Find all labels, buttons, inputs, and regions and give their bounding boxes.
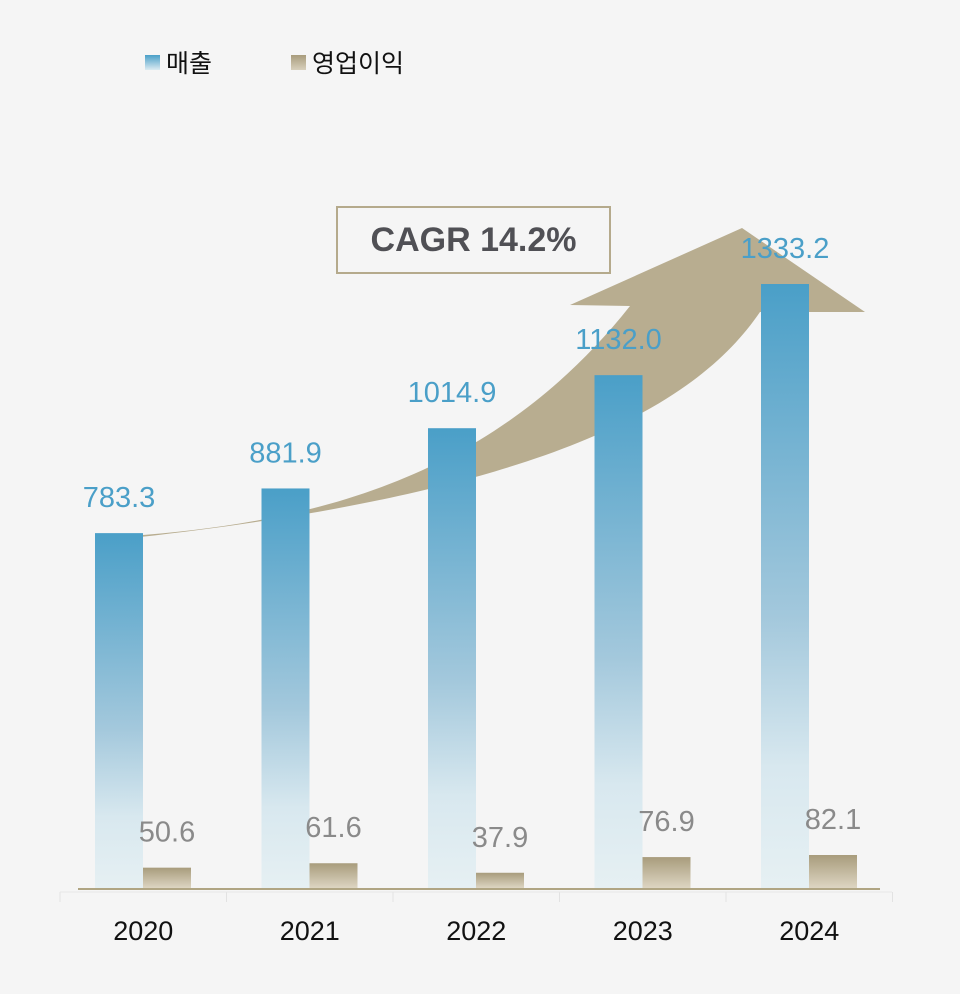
legend-item-revenue: 매출 [145,44,212,80]
x-tick-label-2024: 2024 [779,916,839,946]
bar-revenue-2023 [594,375,643,888]
data-label-revenue-2022: 1014.9 [408,377,497,409]
data-label-revenue-2020: 783.3 [83,482,156,514]
bar-revenue-2024 [761,284,809,888]
legend-item-profit: 영업이익 [291,44,404,80]
x-tick-label-2022: 2022 [446,916,506,946]
data-label-profit-2021: 61.6 [305,812,361,844]
data-label-profit-2022: 37.9 [472,822,528,854]
data-label-revenue-2023: 1132.0 [575,324,662,356]
x-tick-label-2023: 2023 [613,916,673,946]
data-label-revenue-2024: 1333.2 [741,233,830,265]
legend-swatch-revenue [145,54,160,70]
bar-profit-2024 [809,855,857,888]
bar-profit-2022 [476,872,524,888]
legend-label-profit: 영업이익 [312,49,405,78]
x-tick-label-2020: 2020 [113,916,173,946]
data-label-profit-2023: 76.9 [638,806,694,838]
x-tick-label-2021: 2021 [280,916,340,946]
bar-profit-2021 [309,863,358,888]
data-label-revenue-2021: 881.9 [249,437,322,469]
bar-revenue-2022 [428,428,476,888]
bar-revenue-2021 [261,488,310,888]
data-label-profit-2020: 50.6 [139,817,195,849]
cagr-arrow [130,228,865,537]
bar-profit-2023 [642,857,691,888]
bar-profit-2020 [143,867,191,888]
data-label-profit-2024: 82.1 [805,804,861,836]
legend-swatch-profit [291,54,306,70]
legend-label-revenue: 매출 [166,49,213,78]
cagr-annotation: CAGR 14.2% [336,206,611,274]
bar-revenue-2020 [95,533,143,888]
